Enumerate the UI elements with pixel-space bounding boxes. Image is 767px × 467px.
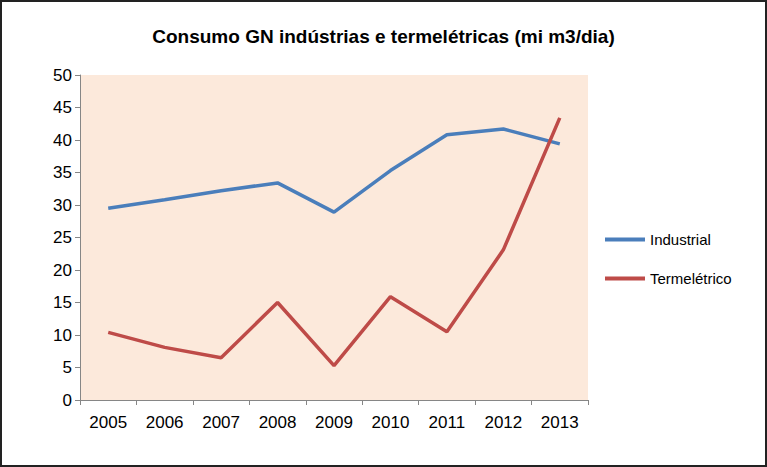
svg-text:2012: 2012: [484, 413, 522, 432]
svg-text:45: 45: [53, 98, 72, 117]
svg-text:5: 5: [63, 358, 72, 377]
svg-text:2011: 2011: [429, 413, 466, 432]
svg-text:10: 10: [53, 326, 72, 345]
svg-text:50: 50: [53, 66, 72, 85]
svg-text:15: 15: [53, 293, 72, 312]
svg-text:2007: 2007: [202, 413, 240, 432]
svg-text:25: 25: [53, 228, 72, 247]
svg-text:Industrial: Industrial: [650, 231, 711, 248]
svg-text:Termelétrico: Termelétrico: [650, 270, 732, 287]
svg-text:2013: 2013: [541, 413, 579, 432]
svg-text:2005: 2005: [89, 413, 127, 432]
svg-text:20: 20: [53, 261, 72, 280]
svg-text:2008: 2008: [259, 413, 297, 432]
svg-text:35: 35: [53, 163, 72, 182]
svg-text:2006: 2006: [146, 413, 184, 432]
svg-text:2010: 2010: [372, 413, 410, 432]
svg-text:2009: 2009: [315, 413, 353, 432]
svg-text:40: 40: [53, 131, 72, 150]
svg-text:0: 0: [63, 391, 72, 410]
svg-text:Consumo GN indústrias e termel: Consumo GN indústrias e termelétricas (m…: [152, 26, 614, 47]
svg-text:30: 30: [53, 196, 72, 215]
